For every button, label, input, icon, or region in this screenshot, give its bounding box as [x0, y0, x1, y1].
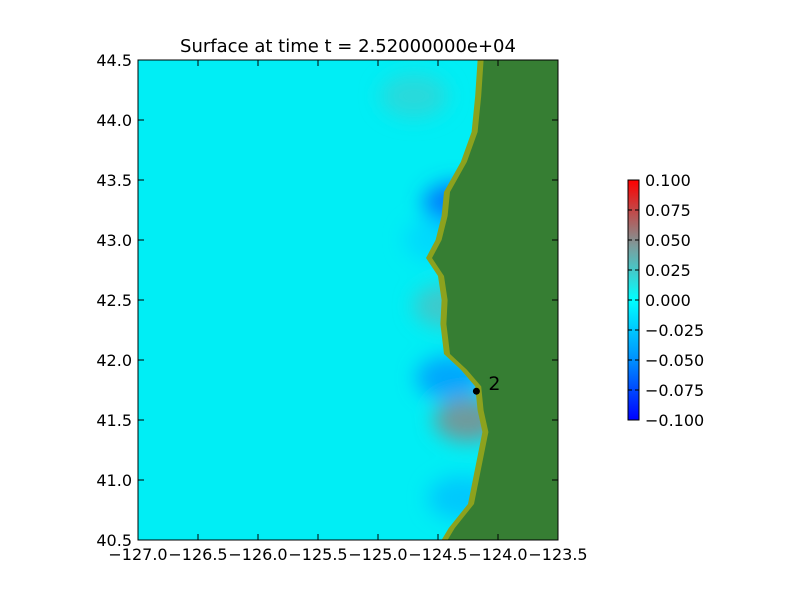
- y-tick-label: 41.5: [96, 411, 132, 430]
- colorbar-tick-label: −0.075: [645, 381, 704, 400]
- colorbar-tick-label: 0.025: [645, 261, 691, 280]
- x-tick-label: −124.5: [408, 545, 467, 564]
- x-tick-label: −124.0: [468, 545, 527, 564]
- x-tick-label: −125.0: [348, 545, 407, 564]
- plot-area: [138, 60, 558, 540]
- x-tick-label: −125.5: [288, 545, 347, 564]
- y-tick-label: 43.0: [96, 231, 132, 250]
- gauge-label: 2: [488, 373, 500, 395]
- colorbar: −0.100 −0.075 −0.050 −0.025 0.000 0.025 0.050 0…: [627, 171, 704, 430]
- y-tick-label: 43.5: [96, 171, 132, 190]
- y-tick-label: 42.5: [96, 291, 132, 310]
- chart-title: Surface at time t = 2.52000000e+04: [180, 36, 516, 57]
- y-tick-label: 40.5: [96, 531, 132, 550]
- x-tick-label: −123.5: [528, 545, 587, 564]
- y-tick-label: 42.0: [96, 351, 132, 370]
- colorbar-tick-label: 0.075: [645, 201, 691, 220]
- x-tick-label: −126.5: [168, 545, 227, 564]
- colorbar-tick-label: −0.025: [645, 321, 704, 340]
- x-axis: −127.0 −126.5 −126.0 −125.5 −125.0 −124.5 −124…: [108, 60, 588, 564]
- y-tick-label: 44.0: [96, 111, 132, 130]
- gauge-markers: 2: [472, 373, 500, 395]
- colorbar-tick-label: −0.100: [645, 411, 704, 430]
- y-axis: 40.5 41.0 41.5 42.0 42.5 43.0 43.5 44.0 44.5: [96, 51, 558, 550]
- colorbar-tick-label: −0.050: [645, 351, 704, 370]
- colorbar-tick-label: 0.000: [645, 291, 691, 310]
- gauge-point: [472, 387, 480, 395]
- x-tick-label: −127.0: [108, 545, 167, 564]
- y-tick-label: 41.0: [96, 471, 132, 490]
- colorbar-tick-label: 0.100: [645, 171, 691, 190]
- y-tick-label: 44.5: [96, 51, 132, 70]
- anomaly-blob: [380, 74, 448, 118]
- colorbar-tick-label: 0.050: [645, 231, 691, 250]
- x-tick-label: −126.0: [228, 545, 287, 564]
- land-area: [432, 60, 558, 540]
- colorbar-ticks: −0.100 −0.075 −0.050 −0.025 0.000 0.025 0.050 0…: [628, 171, 704, 430]
